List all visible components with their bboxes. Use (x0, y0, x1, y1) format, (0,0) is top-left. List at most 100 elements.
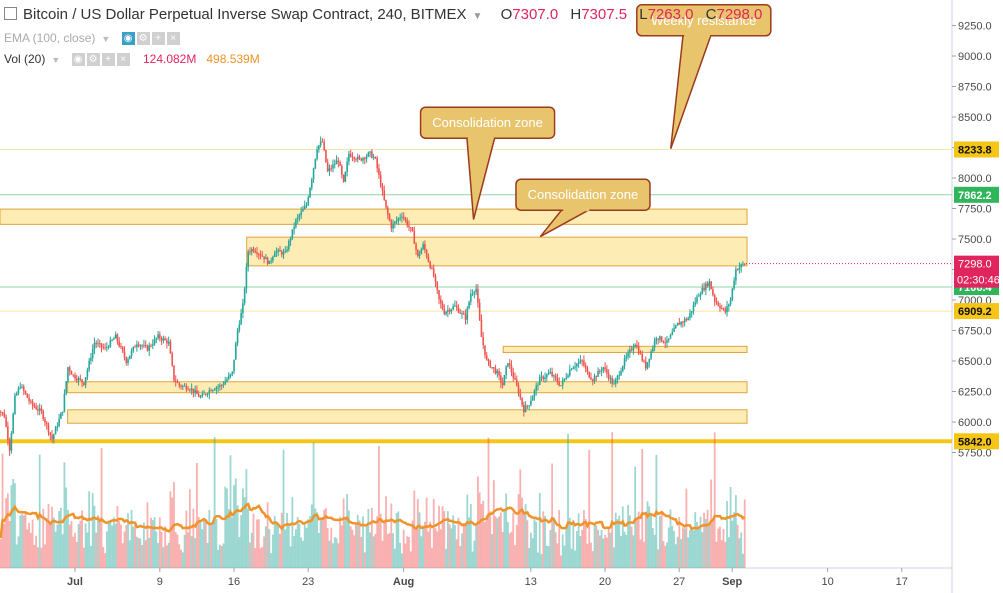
candle (659, 335, 661, 343)
candle (595, 375, 598, 382)
candle-body (270, 260, 272, 262)
eye-icon[interactable]: ◉ (71, 53, 85, 67)
annotations[interactable]: Consolidation zone Consolidation zone Week… (419, 4, 772, 238)
candle-body (365, 156, 368, 160)
volume-bar (130, 510, 133, 568)
candle (434, 273, 437, 288)
volume-bar (717, 528, 720, 568)
plus-icon[interactable]: + (101, 53, 115, 67)
volume-bar (704, 518, 707, 568)
candle (431, 265, 433, 270)
candle-body (590, 377, 592, 380)
candle-body (379, 175, 382, 187)
candle-body (501, 382, 504, 386)
candle (238, 320, 241, 333)
candle (653, 337, 656, 352)
candle (577, 358, 580, 368)
chevron-down-icon[interactable]: ▼ (472, 11, 483, 22)
volume-bar (618, 515, 621, 568)
candle (58, 413, 60, 428)
volume-bar (256, 519, 258, 568)
candle-body (273, 253, 276, 257)
candle-body (505, 366, 507, 376)
candle (107, 344, 110, 350)
candle-body (703, 287, 705, 290)
volume-bar (588, 449, 591, 568)
volume-bar (243, 497, 246, 568)
volume-bar (263, 536, 265, 568)
gear-icon[interactable]: ⚙ (136, 32, 150, 46)
candle-body (740, 264, 742, 268)
eye-icon[interactable]: ◉ (121, 32, 135, 46)
callout-1[interactable]: Consolidation zone (515, 178, 651, 238)
close-icon[interactable]: × (166, 32, 180, 46)
candle-body (95, 342, 98, 345)
volume-bar (287, 523, 290, 568)
candle-body (675, 325, 677, 328)
chevron-down-icon[interactable]: ▼ (101, 34, 111, 44)
callout-2[interactable]: Weekly resistance (636, 4, 772, 149)
volume-bar (294, 529, 297, 568)
x-tick-label: 16 (228, 576, 240, 588)
volume-bar (484, 521, 486, 568)
candle-body (735, 269, 737, 281)
candle-body (250, 249, 253, 252)
candle-body (353, 157, 356, 160)
candle (454, 300, 456, 307)
close-icon[interactable]: × (116, 53, 130, 67)
candle (81, 379, 83, 388)
volume-bar (637, 511, 640, 568)
candle (531, 395, 534, 401)
volume-bar (84, 523, 87, 568)
plus-icon[interactable]: + (151, 32, 165, 46)
candle-body (466, 308, 469, 320)
candle (530, 395, 532, 407)
candle (614, 377, 617, 388)
candle (547, 369, 550, 376)
candle-body (173, 365, 175, 381)
candle (93, 337, 96, 355)
gear-icon[interactable]: ⚙ (86, 53, 100, 67)
volume-bar (316, 512, 318, 568)
y-tick-label: 7500.0 (958, 234, 992, 246)
candle-body (438, 290, 440, 300)
candle-body (425, 250, 428, 257)
volume-bar (514, 545, 516, 568)
candle (54, 425, 57, 435)
volume-bar (604, 534, 607, 568)
candle-body (607, 373, 610, 379)
collapse-icon[interactable] (4, 6, 17, 20)
candle (164, 336, 166, 341)
candle (272, 255, 274, 264)
ohlc-high-value: 7307.5 (581, 6, 628, 23)
volume-bar (597, 529, 599, 568)
volume-bar (416, 499, 419, 568)
volume-bar (148, 537, 151, 568)
candle-body (171, 353, 174, 366)
candle-body (708, 281, 711, 286)
volume-bar (376, 516, 379, 568)
volume-bar (491, 534, 493, 568)
callout-0[interactable]: Consolidation zone (419, 106, 556, 220)
candle (240, 308, 242, 325)
candle (736, 268, 739, 271)
volume-bar (342, 498, 345, 568)
candle-body (374, 157, 377, 159)
candle (613, 378, 615, 385)
candle (120, 342, 122, 350)
volume-bar (563, 545, 566, 568)
candle (139, 344, 142, 351)
candle (256, 246, 258, 258)
candle-body (371, 151, 373, 158)
candle-body (355, 159, 357, 160)
volume-bar (579, 536, 582, 568)
candle (227, 372, 230, 381)
grid (0, 0, 953, 593)
chevron-down-icon[interactable]: ▼ (51, 55, 61, 65)
candle-body (378, 168, 380, 176)
volume-bar (738, 538, 741, 568)
volume-bar (429, 521, 432, 568)
candle (630, 345, 633, 352)
candle (243, 286, 246, 306)
